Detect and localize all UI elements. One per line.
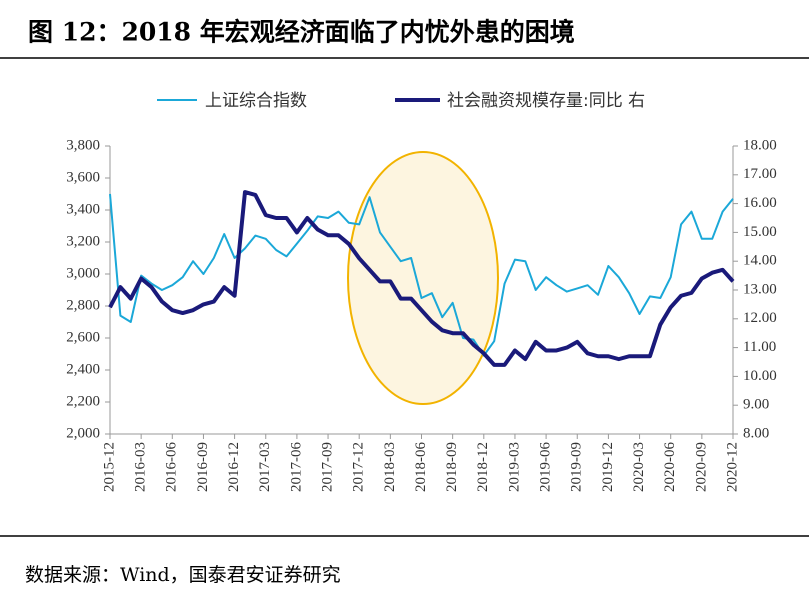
x-tick-label: 2016-06 <box>164 442 180 492</box>
x-tick-label: 2019-03 <box>506 442 522 492</box>
x-tick-label: 2018-12 <box>475 442 491 492</box>
x-tick-label: 2016-09 <box>195 442 211 492</box>
y-tick-label: 3,400 <box>66 201 100 217</box>
y2-tick-label: 9.00 <box>743 397 769 413</box>
series-line <box>108 190 735 367</box>
x-tick-label: 2019-06 <box>538 442 554 492</box>
series-line <box>109 193 734 357</box>
y2-tick-label: 15.00 <box>743 224 777 240</box>
x-tick-label: 2017-12 <box>351 442 367 492</box>
y2-tick-label: 14.00 <box>743 253 777 269</box>
chart-title: 图 12：2018 年宏观经济面临了内忧外患的困境 <box>28 18 575 47</box>
y2-tick-label: 18.00 <box>743 137 777 153</box>
x-tick-label: 2017-03 <box>257 442 273 492</box>
legend-label: 社会融资规模存量:同比 右 <box>447 91 645 111</box>
x-tick-label: 2017-06 <box>288 442 304 492</box>
legend-label: 上证综合指数 <box>205 91 307 111</box>
y-tick-label: 2,400 <box>66 361 100 377</box>
x-tick-label: 2018-03 <box>382 442 398 492</box>
highlight-ellipse <box>347 151 499 405</box>
y2-tick-label: 11.00 <box>743 339 776 355</box>
x-tick-label: 2016-03 <box>133 442 149 492</box>
x-tick-label: 2020-06 <box>662 442 678 492</box>
x-tick-label: 2015-12 <box>101 442 117 492</box>
y-tick-label: 3,800 <box>66 137 100 153</box>
y2-tick-label: 16.00 <box>743 195 777 211</box>
x-tick-label: 2020-09 <box>693 442 709 492</box>
x-tick-label: 2018-06 <box>413 442 429 492</box>
y-tick-label: 2,200 <box>66 393 100 409</box>
x-tick-label: 2018-09 <box>444 442 460 492</box>
y-tick-label: 2,000 <box>66 425 100 441</box>
y2-tick-label: 17.00 <box>743 166 777 182</box>
source-note: 数据来源：Wind，国泰君安证券研究 <box>25 564 341 586</box>
x-tick-label: 2016-12 <box>226 442 242 492</box>
y-tick-label: 2,800 <box>66 297 100 313</box>
y-tick-label: 3,600 <box>66 169 100 185</box>
x-tick-label: 2019-09 <box>569 442 585 492</box>
x-tick-label: 2020-03 <box>631 442 647 492</box>
y2-tick-label: 10.00 <box>743 368 777 384</box>
y-tick-label: 3,200 <box>66 233 100 249</box>
x-tick-label: 2020-12 <box>724 442 740 492</box>
y-tick-label: 3,000 <box>66 265 100 281</box>
x-tick-label: 2017-09 <box>319 442 335 492</box>
y2-tick-label: 12.00 <box>743 310 777 326</box>
y2-tick-label: 8.00 <box>743 425 769 441</box>
y2-tick-label: 13.00 <box>743 281 777 297</box>
y-tick-label: 2,600 <box>66 329 100 345</box>
x-tick-label: 2019-12 <box>600 442 616 492</box>
